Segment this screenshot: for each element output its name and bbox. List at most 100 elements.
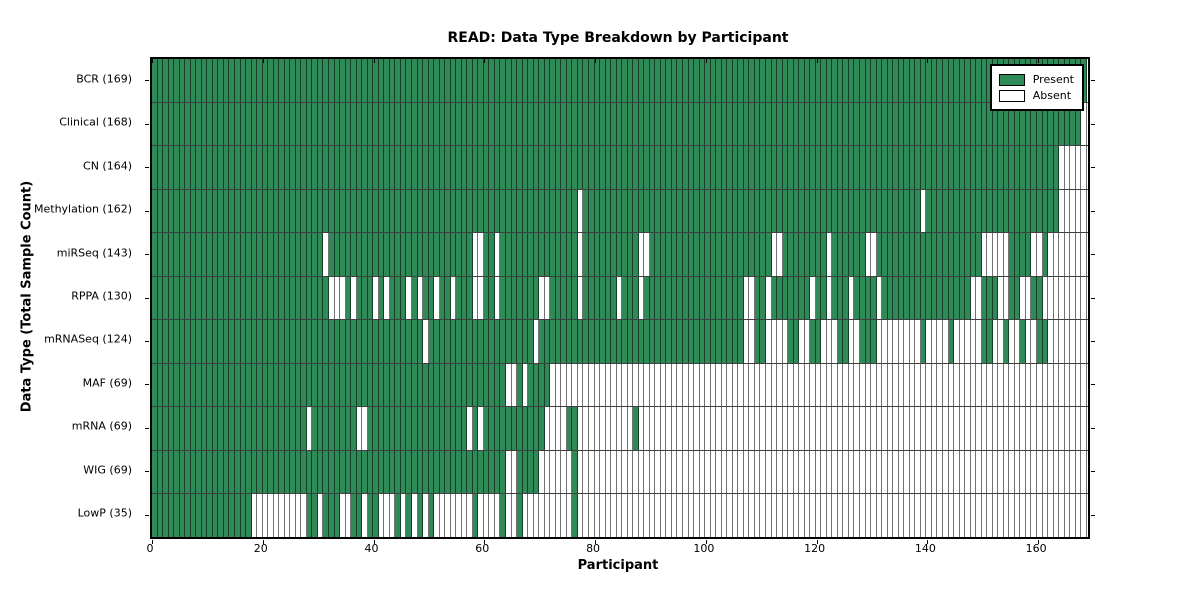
cell-present xyxy=(168,102,175,146)
cell-present xyxy=(804,189,811,233)
cell-present xyxy=(926,102,932,146)
cell-present xyxy=(611,59,617,102)
cell-present xyxy=(987,276,993,320)
cell-absent xyxy=(478,494,484,538)
cell-present xyxy=(1059,102,1065,146)
cell-present xyxy=(340,59,346,102)
cell-present xyxy=(240,363,247,407)
cell-present xyxy=(1014,276,1021,320)
cell-present xyxy=(240,189,247,233)
cell-absent xyxy=(871,407,877,450)
cell-present xyxy=(611,146,617,189)
cell-absent xyxy=(329,276,335,320)
cell-absent xyxy=(920,450,927,494)
cell-absent xyxy=(688,494,695,538)
cell-present xyxy=(395,189,401,233)
y-tick-mark xyxy=(145,297,149,299)
cell-present xyxy=(876,233,883,276)
cell-absent xyxy=(1075,320,1082,363)
cell-present xyxy=(882,189,888,233)
cell-present xyxy=(312,363,318,407)
cell-present xyxy=(445,189,451,233)
cell-absent xyxy=(793,363,800,407)
cell-present xyxy=(533,407,540,450)
y-tick-mark xyxy=(1091,514,1095,516)
cell-present xyxy=(655,146,661,189)
cell-present xyxy=(533,363,540,407)
cell-present xyxy=(240,320,247,363)
cell-absent xyxy=(782,407,789,450)
cell-present xyxy=(992,102,999,146)
cell-present xyxy=(965,189,971,233)
cell-present xyxy=(273,102,280,146)
cell-present xyxy=(163,276,169,320)
cell-present xyxy=(915,189,921,233)
cell-present xyxy=(539,102,545,146)
cell-present xyxy=(317,363,324,407)
x-tick-label: 40 xyxy=(364,542,379,555)
cell-absent xyxy=(555,363,562,407)
cell-present xyxy=(555,320,562,363)
cell-present xyxy=(500,59,506,102)
cell-present xyxy=(876,59,883,102)
cell-present xyxy=(290,59,296,102)
cell-present xyxy=(660,320,667,363)
cell-absent xyxy=(1059,233,1065,276)
cell-present xyxy=(1009,146,1015,189)
cell-present xyxy=(279,59,285,102)
cell-absent xyxy=(544,276,551,320)
cell-present xyxy=(406,189,412,233)
cell-present xyxy=(627,59,634,102)
cell-present xyxy=(749,233,755,276)
cell-absent xyxy=(965,407,971,450)
cell-present xyxy=(566,146,573,189)
cell-absent xyxy=(1081,102,1087,146)
cell-present xyxy=(804,102,811,146)
cell-present xyxy=(732,189,739,233)
cell-absent xyxy=(528,494,534,538)
cell-present xyxy=(406,233,412,276)
cell-present xyxy=(279,363,285,407)
cell-absent xyxy=(749,450,755,494)
cell-present xyxy=(384,102,390,146)
cell-present xyxy=(970,102,977,146)
cell-present xyxy=(909,189,916,233)
cell-present xyxy=(406,320,412,363)
cell-absent xyxy=(854,363,860,407)
cell-present xyxy=(605,146,612,189)
cell-present xyxy=(572,233,578,276)
cell-present xyxy=(190,407,197,450)
cell-present xyxy=(389,276,396,320)
cell-absent xyxy=(898,494,905,538)
cell-present xyxy=(174,233,180,276)
cell-absent xyxy=(478,407,484,450)
cell-present xyxy=(671,276,678,320)
cell-present xyxy=(981,102,988,146)
cell-absent xyxy=(732,363,739,407)
cell-present xyxy=(710,146,717,189)
cell-present xyxy=(234,102,241,146)
x-tick-label: 60 xyxy=(475,542,490,555)
cell-present xyxy=(428,233,435,276)
cell-present xyxy=(915,276,921,320)
cell-present xyxy=(898,102,905,146)
legend-entry-present: Present xyxy=(998,73,1074,86)
cell-present xyxy=(373,59,379,102)
x-tick-mark xyxy=(262,540,264,544)
cell-present xyxy=(992,146,999,189)
cell-present xyxy=(854,146,860,189)
heatmap-row-RPPA xyxy=(152,276,1088,321)
y-tick-mark xyxy=(145,384,149,386)
y-axis-tick-labels: BCR (169) Clinical (168) CN (164) Methylati… xyxy=(0,57,140,535)
cell-absent xyxy=(489,494,495,538)
cell-present xyxy=(594,320,601,363)
cell-absent xyxy=(1059,407,1065,450)
cell-present xyxy=(279,320,285,363)
cell-present xyxy=(334,102,341,146)
cell-present xyxy=(223,102,230,146)
cell-absent xyxy=(566,450,573,494)
cell-present xyxy=(622,320,628,363)
cell-present xyxy=(445,59,451,102)
cell-present xyxy=(312,102,318,146)
cell-present xyxy=(262,320,269,363)
